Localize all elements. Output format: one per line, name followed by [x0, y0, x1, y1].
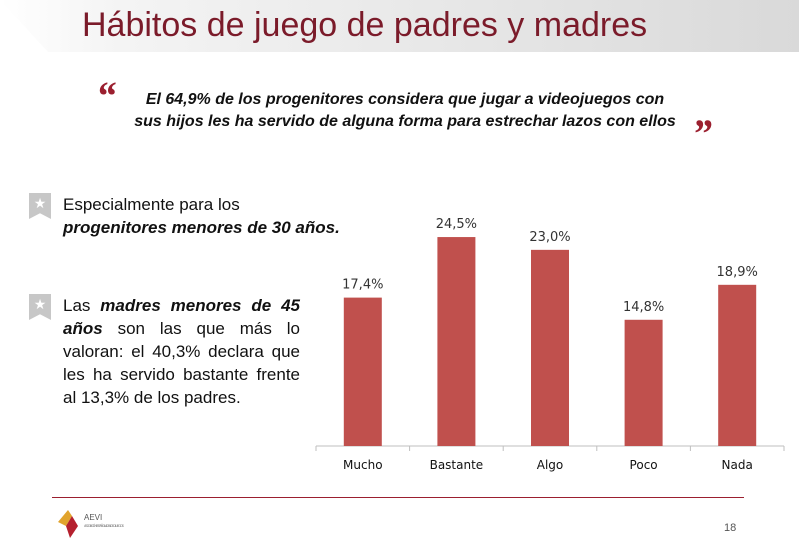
data-label-poco: 14,8% [623, 300, 664, 315]
x-tick-label-bastante: Bastante [430, 458, 484, 472]
x-tick-label-algo: Algo [537, 458, 564, 472]
data-label-algo: 23,0% [529, 230, 570, 245]
data-label-bastante: 24,5% [436, 217, 477, 232]
quote-text: El 64,9% de los progenitores considera q… [110, 89, 700, 133]
page-title: Hábitos de juego de padres y madres [82, 6, 648, 44]
bullet-marker-2: ★ [29, 294, 51, 320]
data-label-nada: 18,9% [717, 265, 758, 280]
x-tick-label-mucho: Mucho [343, 458, 383, 472]
title-band [0, 0, 799, 52]
bar-poco [624, 319, 663, 446]
star-icon: ★ [33, 195, 47, 211]
data-label-mucho: 17,4% [342, 278, 383, 293]
bullet-text-1: Especialmente para los progenitores meno… [63, 193, 363, 239]
bar-mucho [343, 297, 382, 446]
bullet-1-line-b: progenitores menores de 30 años. [63, 218, 340, 237]
page-number: 18 [724, 522, 737, 534]
bullet-text-2: Las madres menores de 45 años son las qu… [63, 294, 300, 409]
star-icon: ★ [33, 296, 47, 312]
bullet-2-emphasis: madres menores de 45 años [63, 296, 300, 338]
footer-divider [52, 497, 744, 498]
bullet-2-lead: Las [63, 296, 91, 315]
x-tick-label-nada: Nada [722, 458, 753, 472]
bar-chart: 17,4% Mucho 24,5% Bastante 23,0% Algo 14,8% Poc… [315, 217, 785, 472]
bar-algo [531, 249, 569, 446]
bullet-2-rest: son las que más lo valoran: el 40,3% dec… [63, 319, 300, 407]
x-tick-label-poco: Poco [630, 458, 658, 472]
quote-line-2: sus hijos les ha servido de alguna forma… [134, 113, 676, 130]
open-quote-mark: “ [96, 73, 116, 118]
logo-text: AEVI [84, 513, 102, 522]
bar-nada [718, 284, 757, 446]
bar-bastante [437, 237, 476, 446]
bullet-1-line-a: Especialmente para los [63, 195, 240, 214]
close-quote-mark: ” [692, 111, 712, 156]
logo-shape-yellow [58, 510, 72, 526]
aevi-logo: AEVI ASOCIACIÓN ESPAÑOLA DE VIDEOJUEGOS [58, 510, 125, 538]
quote-line-1: El 64,9% de los progenitores considera q… [145, 91, 665, 108]
bullet-marker-1: ★ [29, 193, 51, 219]
logo-shape-red [66, 516, 78, 538]
logo-subtext: ASOCIACIÓN ESPAÑOLA DE VIDEOJUEGOS [84, 523, 125, 528]
